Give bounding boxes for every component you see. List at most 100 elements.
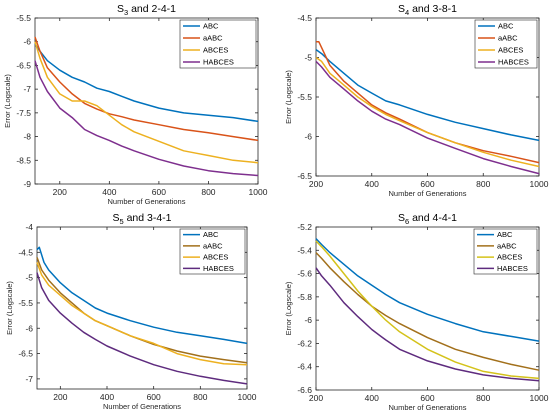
legend-label-abces: ABCES: [497, 253, 522, 262]
legend: ABC aABC ABCES HABCES: [179, 228, 246, 275]
y-axis-label: Error (Logscale): [284, 281, 293, 335]
legend: ABC aABC ABCES HABCES: [179, 19, 257, 69]
y-tick-label: -5: [304, 53, 312, 63]
series-line-habces: [315, 60, 540, 175]
chart-title-rest: and 2-4-1: [128, 3, 176, 15]
x-tick-label: 800: [476, 179, 490, 189]
chart-title-main: S: [117, 3, 124, 15]
y-tick-label: -6.4: [297, 362, 312, 372]
y-tick-label: -7: [25, 374, 33, 384]
series-line-abces: [315, 56, 540, 168]
y-tick-label: -6: [304, 315, 312, 325]
x-tick-label: 1000: [530, 179, 549, 189]
legend: ABC aABC ABCES HABCES: [474, 19, 538, 69]
x-tick-label: 200: [53, 392, 67, 402]
y-tick-label: -9: [23, 179, 31, 189]
chart-title-sub: 5: [119, 217, 123, 226]
x-tick-label: 200: [53, 187, 67, 197]
chart-title: S5 and 3-4-1: [112, 212, 171, 226]
series-line-abces: [34, 41, 259, 164]
legend-box: [179, 19, 257, 69]
series-line-abc: [36, 246, 248, 345]
chart-title-rest: and 4-4-1: [409, 212, 457, 224]
y-tick-label: -5.8: [297, 292, 312, 302]
chart-title-sub: 4: [405, 8, 409, 17]
legend-box: [474, 19, 538, 69]
legend-label-habces: HABCES: [498, 58, 529, 67]
chart-panel-1: 200 400 600 800 1000 -9 -8.5 -8 -7.5 -7 -6.5 -6 -5.5…: [3, 3, 268, 206]
x-tick-label: 600: [420, 393, 434, 403]
x-tick-label: 600: [152, 187, 166, 197]
legend-label-habces: HABCES: [203, 264, 234, 273]
y-tick-label: -7.5: [16, 108, 31, 118]
chart-title: S3 and 2-4-1: [117, 3, 176, 17]
y-tick-label: -6.2: [297, 338, 312, 348]
y-tick-label: -5.2: [297, 222, 312, 232]
y-tick-label: -5.5: [297, 92, 312, 102]
y-axis-label: Error (Logscale): [3, 74, 12, 128]
y-tick-label: -6.5: [297, 171, 312, 181]
y-tick-label: -5.5: [16, 13, 31, 23]
chart-title-sub: 3: [124, 8, 128, 17]
legend-label-aabc: aABC: [497, 241, 517, 250]
chart-title-rest: and 3-8-1: [409, 3, 457, 15]
chart-panel-4: 200 400 600 800 1000 -6.6 -6.4 -6.2 -6 -5.8 -5.6 -5…: [284, 212, 549, 412]
x-tick-label: 600: [420, 179, 434, 189]
x-tick-label: 400: [365, 393, 379, 403]
y-axis-label: Error (Logscale): [284, 70, 293, 124]
chart-title-main: S: [112, 212, 119, 224]
x-tick-label: 800: [201, 187, 215, 197]
x-tick-label: 1000: [249, 187, 268, 197]
y-tick-label: -5.6: [297, 269, 312, 279]
series-line-aabc: [316, 40, 540, 164]
y-tick-label: -5.5: [18, 298, 33, 308]
legend-label-abc: ABC: [203, 230, 219, 239]
series-line-abc: [315, 238, 540, 342]
y-tick-label: -6: [25, 323, 33, 333]
x-tick-label: 1000: [238, 392, 257, 402]
series-line-aabc: [34, 36, 259, 142]
x-tick-label: 200: [309, 393, 323, 403]
legend-box: [473, 228, 538, 275]
legend-label-abc: ABC: [203, 22, 219, 31]
legend-label-aabc: aABC: [498, 34, 518, 43]
x-axis-label: Number of Generations: [389, 189, 467, 198]
y-tick-label: -8: [23, 132, 31, 142]
x-axis-label: Number of Generations: [103, 402, 181, 411]
y-tick-label: -6.5: [16, 60, 31, 70]
legend-box: [179, 228, 246, 275]
y-tick-label: -6: [23, 37, 31, 47]
series-line-habces: [315, 267, 540, 382]
x-tick-label: 800: [193, 392, 207, 402]
series-line-abces: [36, 262, 248, 366]
series-line-aabc: [315, 252, 540, 371]
chart-title-rest: and 3-4-1: [124, 212, 172, 224]
y-tick-label: -4.5: [297, 13, 312, 23]
legend-label-habces: HABCES: [203, 58, 234, 67]
x-tick-label: 400: [102, 187, 116, 197]
x-tick-label: 800: [476, 393, 490, 403]
chart-panel-3: 200 400 600 800 1000 -7 -6.5 -6 -5.5 -5 -4.5 -4 S5 a…: [5, 212, 257, 411]
legend-label-abc: ABC: [497, 230, 513, 239]
y-tick-label: -6: [304, 132, 312, 142]
series-line-abces: [315, 240, 540, 380]
y-axis-label: Error (Logscale): [5, 281, 14, 335]
x-tick-label: 1000: [530, 393, 549, 403]
legend: ABC aABC ABCES HABCES: [473, 228, 538, 275]
chart-title: S4 and 3-8-1: [398, 3, 457, 17]
y-tick-label: -4: [25, 222, 33, 232]
x-tick-label: 400: [365, 179, 379, 189]
y-tick-label: -6.6: [297, 385, 312, 395]
legend-label-abces: ABCES: [203, 46, 228, 55]
series-line-habces: [36, 272, 248, 385]
y-tick-label: -5: [25, 273, 33, 283]
series-line-abc: [315, 48, 540, 142]
y-tick-label: -4.5: [18, 247, 33, 257]
x-tick-label: 200: [309, 179, 323, 189]
chart-title-main: S: [398, 212, 405, 224]
chart-title: S6 and 4-4-1: [398, 212, 457, 226]
legend-label-abces: ABCES: [498, 46, 523, 55]
x-tick-label: 600: [147, 392, 161, 402]
x-axis-label: Number of Generations: [389, 403, 467, 412]
